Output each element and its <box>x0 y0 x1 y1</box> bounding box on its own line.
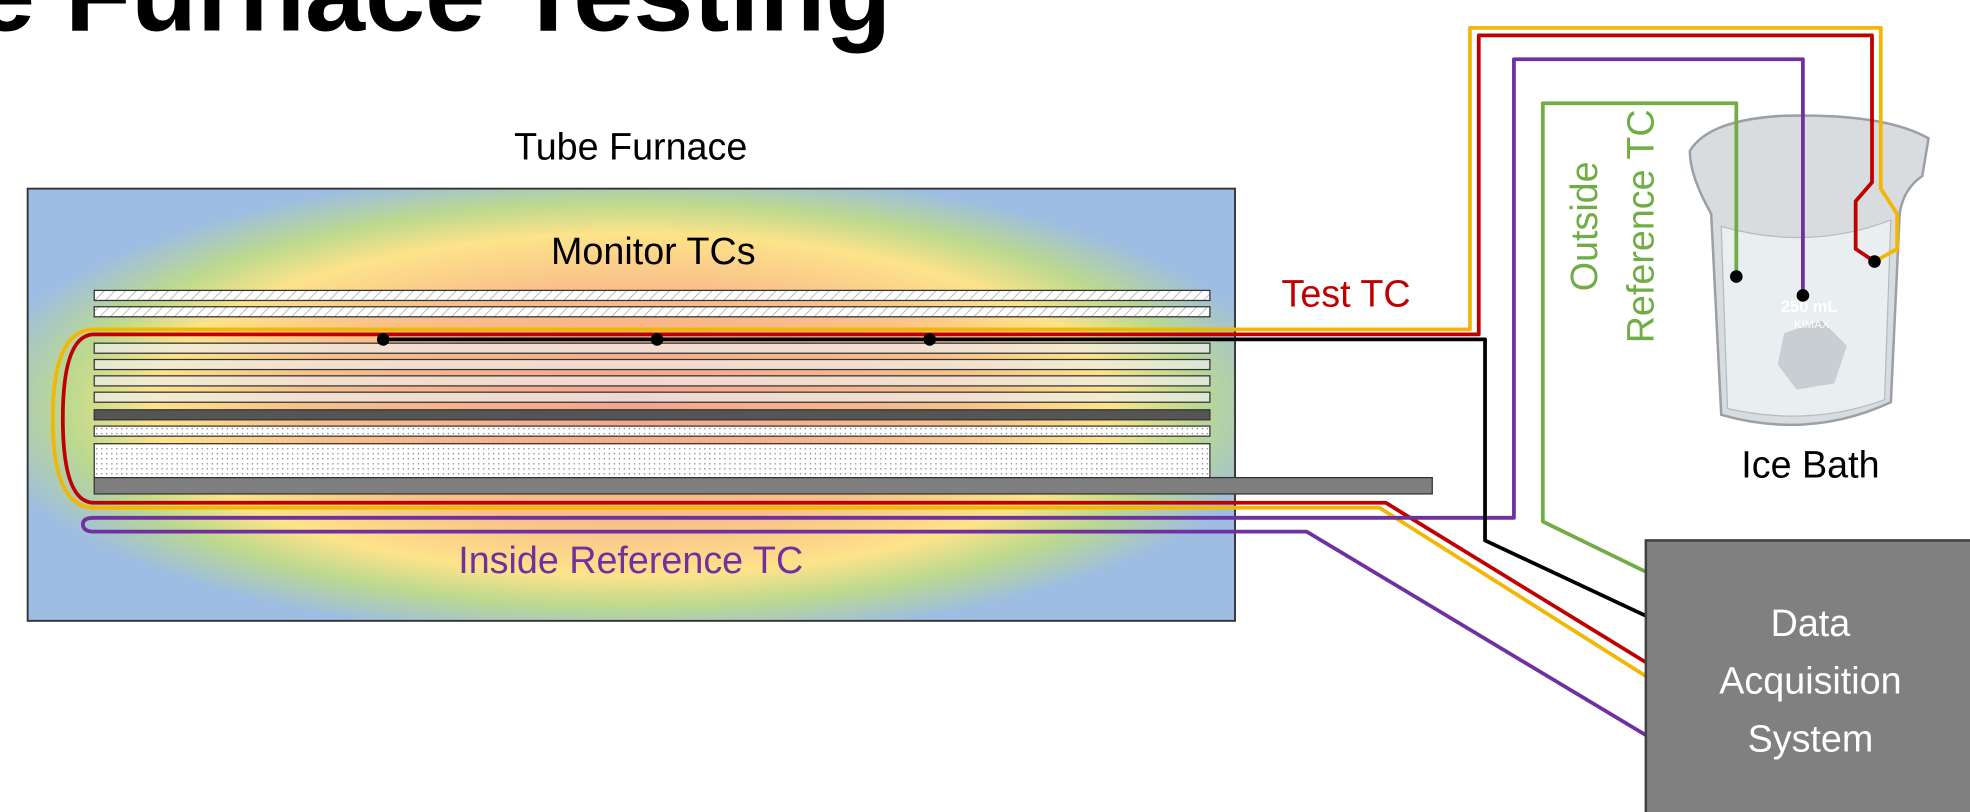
page-title: e Furnace Testing <box>0 0 891 53</box>
daq-label: Data <box>1771 602 1851 644</box>
daq-label: System <box>1748 718 1874 760</box>
outside-ref-line: Reference TC <box>1619 109 1661 343</box>
daq-label: Acquisition <box>1719 660 1901 702</box>
monitor-label: Monitor TCs <box>551 230 756 272</box>
diagram: e Furnace Testing Tube Furnace Monitor T… <box>0 0 1970 812</box>
beaker-brand: KIMAX <box>1794 319 1830 331</box>
test-tc-label: Test TC <box>1282 273 1411 315</box>
ice-bath-beaker: 250 mL KIMAX <box>1690 116 1929 425</box>
outside-ref-label: Outside Reference TC <box>1563 109 1662 343</box>
beaker-volume: 250 mL <box>1781 298 1837 316</box>
inside-ref-label: Inside Reference TC <box>458 539 803 581</box>
furnace-label: Tube Furnace <box>514 126 747 168</box>
outside-ref-line: Outside <box>1563 161 1605 291</box>
ice-bath-label: Ice Bath <box>1741 444 1879 486</box>
